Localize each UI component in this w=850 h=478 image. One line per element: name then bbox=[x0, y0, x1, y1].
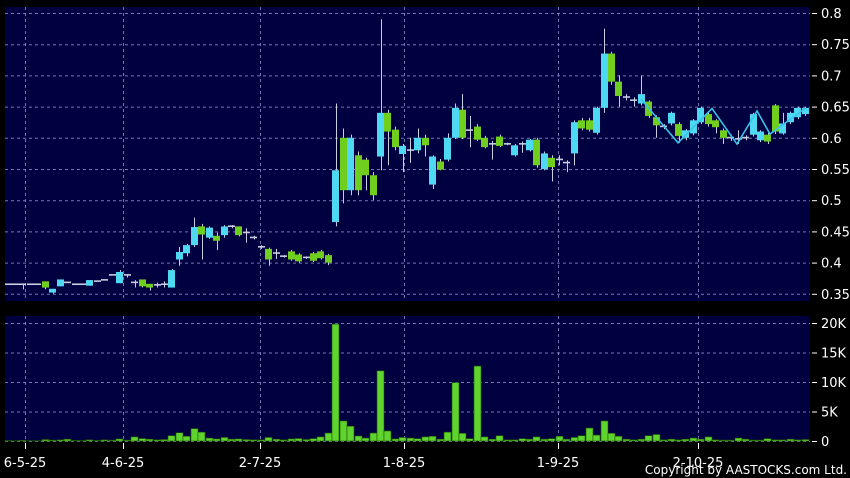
svg-text:1-8-25: 1-8-25 bbox=[383, 456, 425, 471]
svg-text:0.8: 0.8 bbox=[821, 7, 842, 22]
svg-text:0.65: 0.65 bbox=[821, 101, 850, 116]
svg-text:0.6: 0.6 bbox=[821, 132, 842, 147]
volume-bars bbox=[4, 323, 810, 442]
svg-text:0.75: 0.75 bbox=[821, 38, 850, 53]
svg-text:0: 0 bbox=[821, 435, 829, 450]
volume-axis: 20K 15K 10K 5K 0 bbox=[812, 317, 847, 450]
svg-text:6-5-25: 6-5-25 bbox=[4, 456, 46, 471]
zigzag-overlay-line bbox=[640, 98, 807, 146]
svg-text:15K: 15K bbox=[821, 347, 847, 362]
svg-text:0.4: 0.4 bbox=[821, 257, 842, 272]
price-axis: 0.8 0.75 0.7 0.65 0.6 0.55 0.5 0.45 0.4 0.35 bbox=[812, 7, 850, 303]
svg-text:0.45: 0.45 bbox=[821, 225, 850, 240]
svg-text:0.7: 0.7 bbox=[821, 69, 842, 84]
svg-text:5K: 5K bbox=[821, 406, 838, 421]
svg-text:4-6-25: 4-6-25 bbox=[102, 456, 144, 471]
svg-text:1-9-25: 1-9-25 bbox=[537, 456, 579, 471]
gridlines bbox=[5, 7, 810, 442]
svg-text:20K: 20K bbox=[821, 317, 847, 332]
chart-panels bbox=[5, 7, 810, 441]
svg-text:2-10-25: 2-10-25 bbox=[673, 456, 724, 471]
svg-text:2-7-25: 2-7-25 bbox=[239, 456, 281, 471]
svg-text:0.55: 0.55 bbox=[821, 163, 850, 178]
copyright-label: Copyright by AASTOCKS.com Ltd. bbox=[644, 463, 847, 477]
date-axis: 6-5-25 4-6-25 2-7-25 1-8-25 1-9-25 2-10-25 bbox=[4, 443, 724, 471]
svg-text:0.35: 0.35 bbox=[821, 288, 850, 303]
svg-text:10K: 10K bbox=[821, 376, 847, 391]
svg-text:0.5: 0.5 bbox=[821, 194, 842, 209]
